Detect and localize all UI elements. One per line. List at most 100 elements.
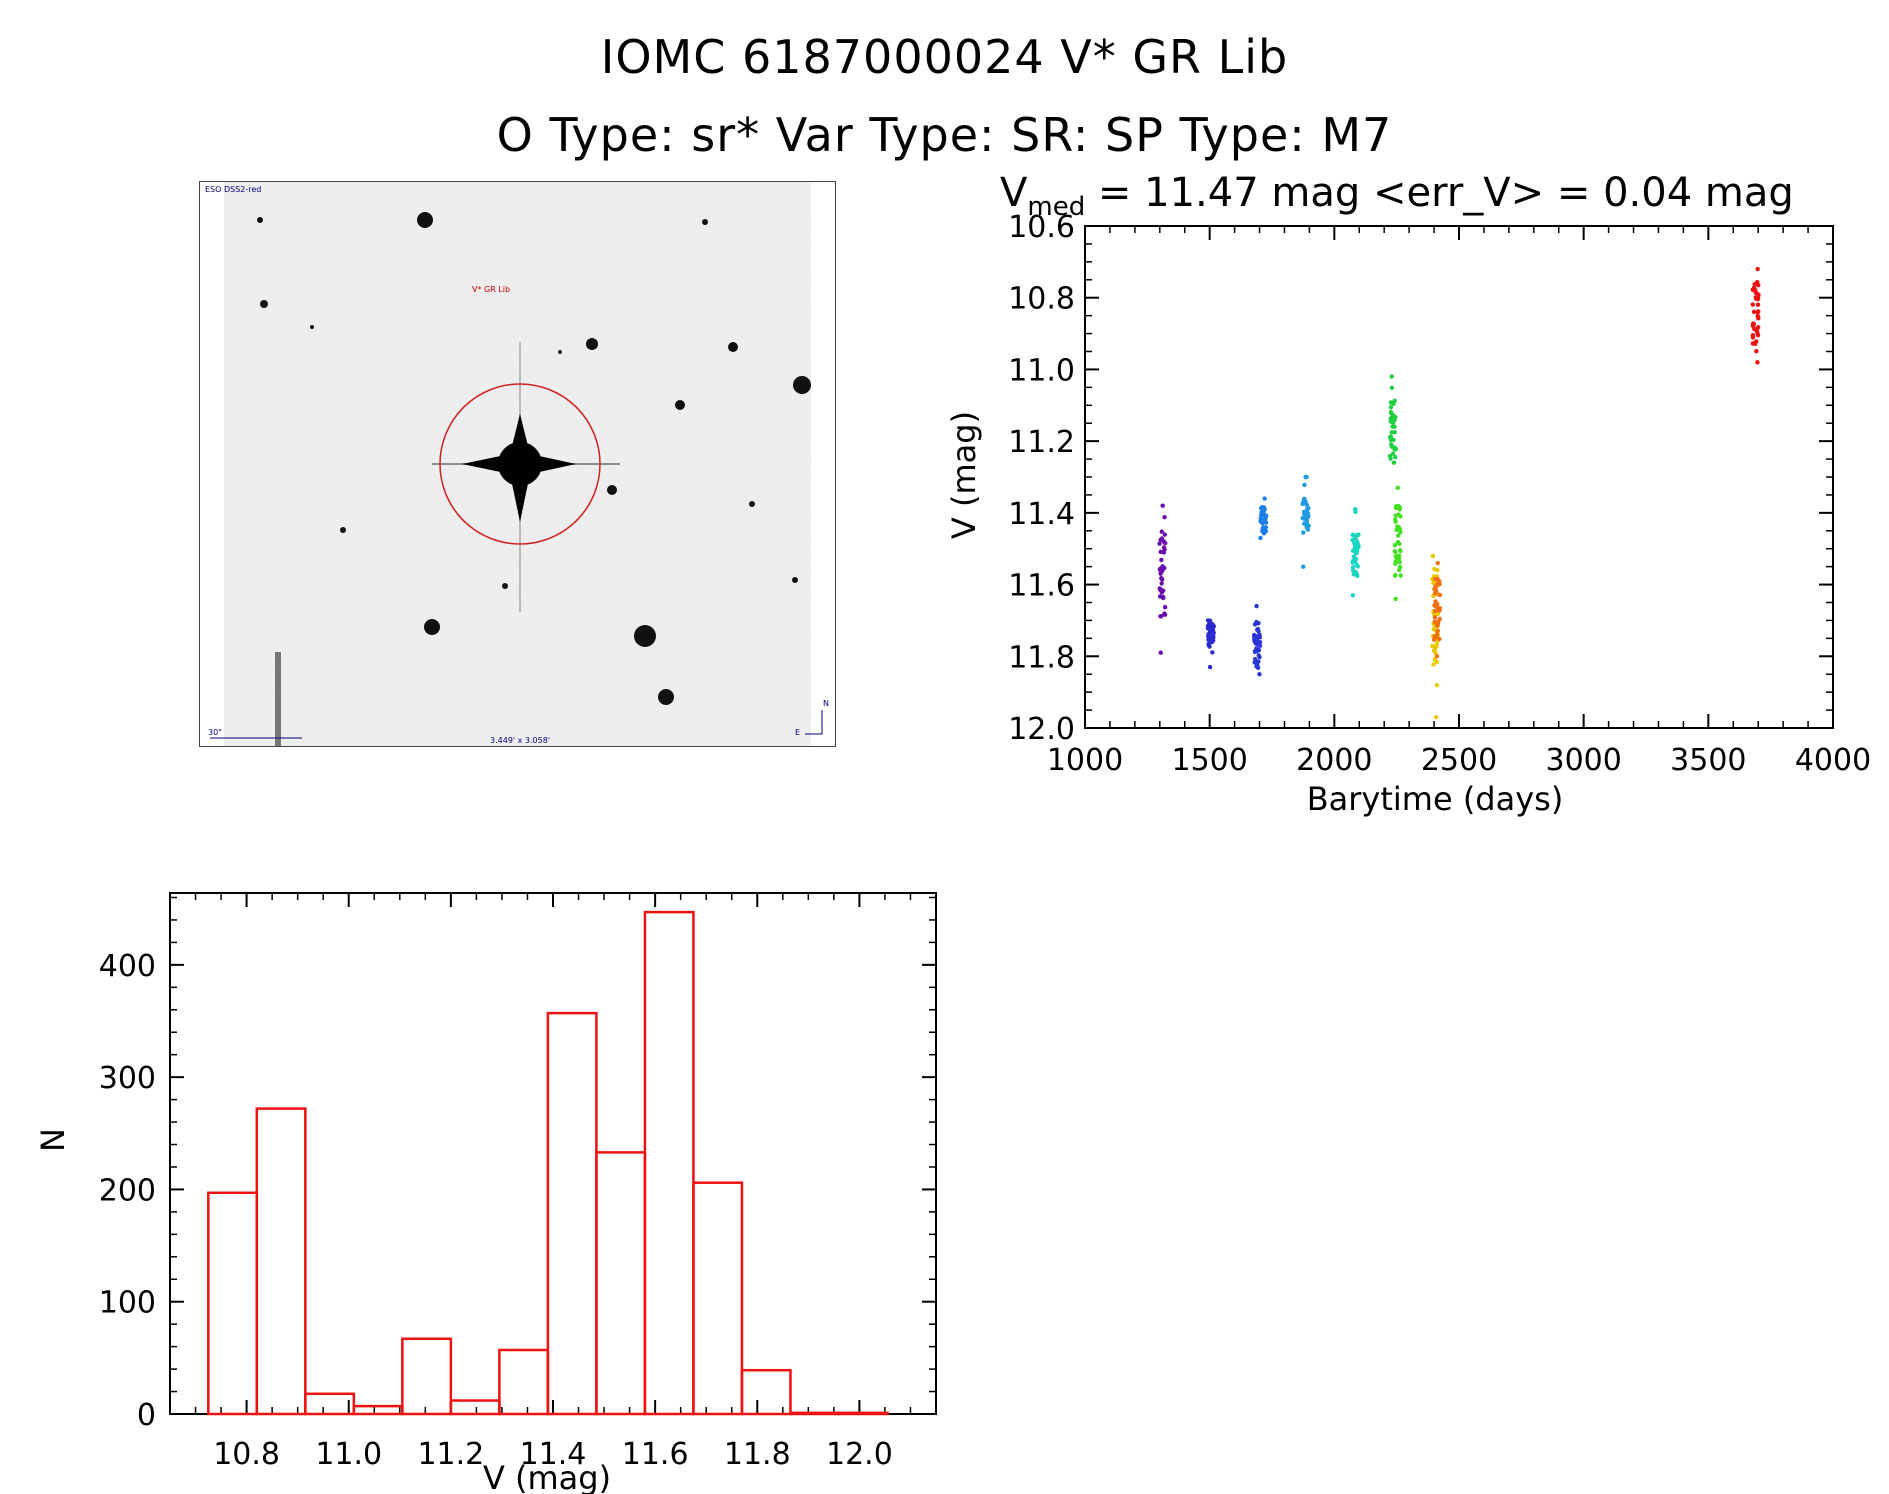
lightcurve-point [1434,654,1440,659]
lightcurve-point [1388,418,1394,424]
lightcurve-point [1258,516,1263,521]
lightcurve-point [1210,635,1216,640]
lightcurve-point [1257,635,1263,640]
lightcurve-point [1259,517,1265,522]
lightcurve-point [1301,496,1307,502]
histogram-xtick-label: 11.0 [315,1437,382,1472]
histogram-xtick-label: 12.0 [826,1437,893,1472]
lightcurve-point [1355,573,1360,579]
lightcurve-point [1435,577,1440,582]
lightcurve-point [1437,592,1443,598]
lightcurve-point [1432,586,1437,592]
lightcurve-point [1390,420,1396,425]
lightcurve-point [1302,499,1307,504]
lightcurve-point [1392,446,1397,452]
chart-title-line1: IOMC 6187000024 V* GR Lib [600,30,1289,84]
lightcurve-point [1211,624,1217,629]
lightcurve-point [1437,616,1442,622]
lightcurve-point [1435,560,1440,566]
lightcurve-point [1433,635,1438,640]
lightcurve-point [1392,549,1398,554]
lightcurve-point [1751,285,1757,290]
lightcurve-point [1161,539,1167,544]
lightcurve-point [1756,292,1761,298]
lightcurve-point [1435,602,1440,607]
lightcurve-point [1432,647,1438,652]
lightcurve-point [1355,564,1360,569]
lightcurve-point [1431,662,1436,667]
lightcurve-point [1390,415,1396,421]
lightcurve-point [1207,626,1212,631]
lightcurve-point [1206,622,1212,627]
lightcurve-point [1398,548,1403,554]
lightcurve-point [1432,591,1438,596]
histogram-bar [837,1411,889,1416]
sky-right-margin [811,182,835,746]
lightcurve-point [1255,626,1261,632]
lightcurve-point [1158,587,1164,593]
lightcurve-point [1160,588,1166,593]
lightcurve-point [1256,647,1262,653]
lightcurve-point [1355,539,1360,544]
lightcurve-point [1392,398,1397,403]
lightcurve-point [1433,634,1439,639]
lightcurve-point [1305,511,1311,516]
lightcurve-point [1393,561,1398,566]
lightcurve-point [1160,568,1165,574]
lightcurve-point [1161,550,1167,555]
lightcurve-point [1354,547,1359,552]
histogram-bar [304,1392,356,1416]
lightcurve-point [1262,507,1267,512]
lightcurve-point [1210,623,1216,629]
lightcurve-point [1397,505,1403,511]
lightcurve-point [1258,535,1263,541]
lightcurve-point [1435,638,1441,643]
lightcurve-point [1754,348,1759,354]
lightcurve-point [1437,608,1442,613]
lightcurve-point [1210,638,1216,643]
lightcurve-title-sub: med [1027,192,1086,222]
histogram-bar [352,1404,404,1416]
lightcurve-point [1303,511,1308,516]
lightcurve-point [1352,569,1357,574]
histogram-bar [643,910,695,1416]
lightcurve-point [1353,533,1359,538]
lightcurve-point [1356,544,1361,550]
lightcurve-point [1210,627,1216,632]
lightcurve-point [1393,559,1398,564]
histogram-ytick-label: 300 [99,1061,156,1096]
lightcurve-point [1261,526,1267,532]
lightcurve-point [1394,527,1399,533]
lightcurve-point [1263,516,1268,521]
lightcurve-point [1435,628,1441,633]
lightcurve-point [1306,513,1311,518]
lightcurve-point [1430,633,1436,639]
lightcurve-point [1751,321,1757,327]
lightcurve-point [1252,638,1257,644]
lightcurve-point [1257,654,1262,660]
lightcurve-point [1300,516,1306,521]
lightcurve-point [1393,554,1399,559]
lightcurve-point [1206,623,1211,629]
lightcurve-point [1252,660,1257,665]
lightcurve-point [1301,515,1306,520]
lightcurve-point [1207,664,1213,670]
lightcurve-point [1353,507,1358,512]
lightcurve-xtick-label: 1000 [1047,743,1123,778]
lightcurve-point [1257,643,1263,649]
lightcurve-point [1752,326,1757,332]
lightcurve-point [1431,648,1437,654]
lightcurve-point [1301,530,1306,535]
lightcurve-point [1255,627,1260,632]
lightcurve-point [1750,302,1756,307]
lightcurve-point [1263,514,1269,519]
lightcurve-point [1755,279,1760,285]
lightcurve-point [1261,529,1267,535]
histogram-xtick-label: 11.6 [622,1437,689,1472]
lightcurve-point [1252,636,1257,641]
lightcurve-point [1351,554,1357,559]
lightcurve-point [1352,545,1358,550]
lightcurve-point [1256,629,1261,634]
lightcurve-point [1158,549,1163,555]
lightcurve-point [1208,636,1213,641]
